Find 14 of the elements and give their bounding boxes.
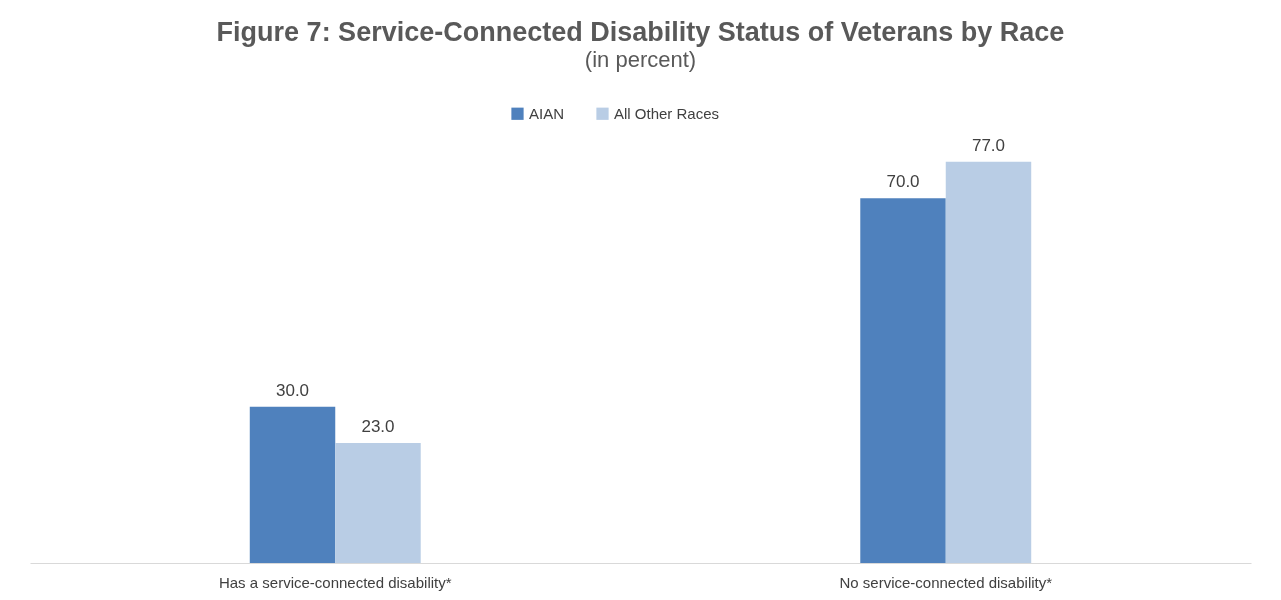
data-label: 30.0 xyxy=(275,380,310,400)
chart-subtitle: (in percent) xyxy=(584,46,697,72)
data-label: 77.0 xyxy=(971,135,1006,155)
x-tick-label: Has a service-connected disability* xyxy=(218,573,452,591)
x-tick-label: No service-connected disability* xyxy=(839,573,1053,591)
legend-label: All Other Races xyxy=(614,104,720,122)
data-label: 23.0 xyxy=(361,417,395,437)
data-label: 70.0 xyxy=(886,172,920,192)
legend-label: AIAN xyxy=(529,104,565,122)
bar xyxy=(335,443,421,563)
chart-title: Figure 7: Service-Connected Disability Status of Veterans by Race xyxy=(216,16,1065,47)
bar xyxy=(860,198,946,563)
bar xyxy=(945,161,1032,563)
bar xyxy=(249,406,336,563)
